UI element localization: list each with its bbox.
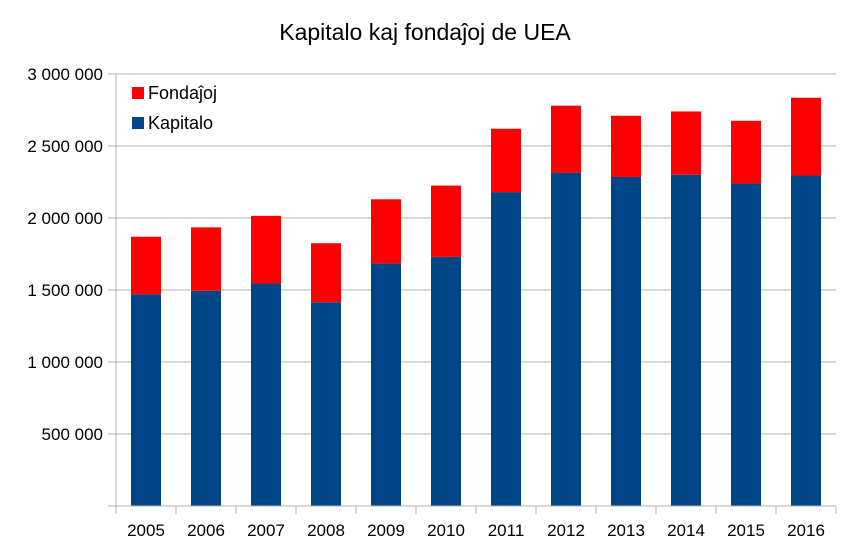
y-tick-label: 500 000 [42,425,103,444]
x-tick-label: 2011 [488,521,525,540]
x-tick-label: 2006 [187,521,225,540]
bar-kapitalo-2016 [791,175,821,506]
y-tick-label: 3 000 000 [27,65,103,84]
bar-kapitalo-2013 [611,176,641,506]
bar-fondajoj-2010 [431,185,461,257]
legend: Fondaĵoj Kapitalo [132,83,217,133]
bar-kapitalo-2009 [371,263,401,506]
bar-fondajoj-2007 [251,215,281,284]
bar-fondajoj-2016 [791,97,821,176]
bars [131,97,821,507]
x-tick-label: 2007 [247,521,285,540]
bar-kapitalo-2005 [131,294,161,506]
bar-fondajoj-2006 [191,227,221,291]
y-tick-label: 2 500 000 [27,137,103,156]
x-tick-label: 2010 [427,521,465,540]
bar-kapitalo-2006 [191,290,221,506]
axes [115,74,837,514]
x-tick-label: 2014 [667,521,705,540]
x-tick-labels: 2005 2006 2007 2008 2009 2010 2011 2012 2013 2014… [127,521,825,540]
x-tick-label: 2008 [307,521,345,540]
bar-kapitalo-2014 [671,174,701,507]
x-tick-label: 2013 [607,521,645,540]
legend-swatch [132,117,144,129]
x-tick-label: 2016 [787,521,825,540]
bar-fondajoj-2011 [491,128,521,193]
chart-title: Kapitalo kaj fondaĵoj de UEA [279,19,571,45]
y-tick-label: 1 500 000 [27,281,103,300]
bar-kapitalo-2012 [551,172,581,506]
bar-fondajoj-2013 [611,115,641,177]
bar-kapitalo-2010 [431,256,461,506]
x-tick-label: 2005 [127,521,165,540]
bar-kapitalo-2007 [251,283,281,506]
bar-kapitalo-2015 [731,183,761,506]
legend-label: Fondaĵoj [148,83,217,103]
legend-label: Kapitalo [148,113,213,133]
gridlines [108,73,836,507]
bar-fondajoj-2005 [131,236,161,295]
bar-fondajoj-2015 [731,120,761,184]
y-tick-labels: 500 000 1 000 000 1 500 000 2 000 000 2 500 … [27,65,103,444]
bar-fondajoj-2012 [551,105,581,173]
x-tick-label: 2009 [367,521,405,540]
bar-fondajoj-2014 [671,111,701,175]
x-tick-label: 2012 [547,521,585,540]
x-tick-label: 2015 [727,521,765,540]
legend-swatch [132,87,144,99]
bar-kapitalo-2011 [491,192,521,506]
y-tick-label: 1 000 000 [27,353,103,372]
bar-fondajoj-2008 [311,243,341,303]
bar-fondajoj-2009 [371,199,401,264]
y-tick-label: 2 000 000 [27,209,103,228]
bar-kapitalo-2008 [311,302,341,506]
